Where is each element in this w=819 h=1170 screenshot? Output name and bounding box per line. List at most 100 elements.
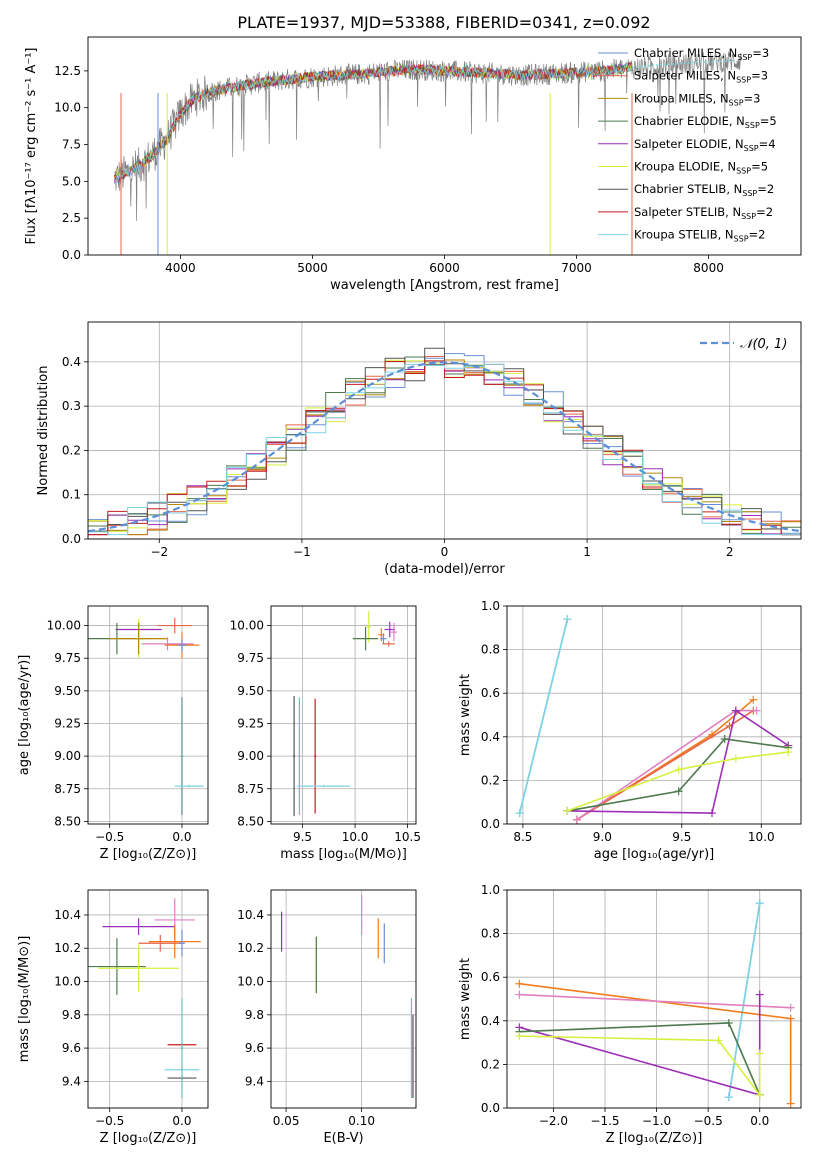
x-axis-label: mass [log₁₀(M/M⊙)] (280, 847, 407, 862)
y-tick-label: 10.0 (54, 975, 81, 989)
x-tick-label: −2.0 (539, 1114, 568, 1128)
y-tick-label: 10.00 (230, 619, 264, 633)
x-tick-label: −1.0 (642, 1114, 671, 1128)
y-tick-label: 0.4 (481, 1014, 500, 1028)
axes-frame (506, 605, 802, 825)
y-axis-label: age [log₁₀(age/yr)] (17, 655, 32, 776)
x-tick-label: −0.5 (95, 830, 124, 844)
y-tick-label: 9.8 (245, 1008, 264, 1022)
y-tick-label: 10.00 (47, 619, 81, 633)
y-tick-label: 9.6 (245, 1041, 264, 1055)
y-tick-label: 9.75 (237, 651, 264, 665)
y-tick-label: 8.75 (54, 782, 81, 796)
axes-mass-vs-Z: −0.5 0.0 9.4 9.6 9.8 10.0 10.2 10.4 Z [log₁₀(Z/Z… (17, 889, 209, 1146)
spectrum-model-line (114, 62, 633, 180)
x-axis-label: (data-model)/error (384, 562, 505, 577)
weight-line (518, 618, 569, 814)
y-tick-label: 9.4 (62, 1074, 81, 1088)
y-tick-label: 0.4 (481, 730, 500, 744)
y-tick-label: 10.4 (237, 908, 264, 922)
weight-line (519, 1035, 761, 1098)
y-tick-label: 9.4 (245, 1074, 264, 1088)
legend-entry: Salpeter STELIB, NSSP=2 (634, 205, 773, 221)
y-tick-label: 0.6 (481, 970, 500, 984)
plot-area (88, 617, 204, 815)
spectrum-model-line (114, 62, 633, 180)
y-tick-label: 0.0 (62, 248, 81, 262)
axes-weight-vs-Z: −2.0 −1.5 −1.0 −0.5 0.0 0.0 0.2 0.4 0.6 0.8 1.0 Z [… (458, 883, 802, 1146)
plot-area (88, 347, 801, 539)
x-tick-label: 8000 (693, 261, 724, 275)
x-tick-label: 10.5 (394, 830, 421, 844)
x-axis-label: wavelength [Angstrom, rest frame] (330, 278, 559, 293)
y-tick-label: 1.0 (481, 599, 500, 613)
y-axis-label: mass [log₁₀(M/M⊙)] (17, 936, 32, 1063)
spectrum-model-line (114, 63, 633, 184)
x-tick-label: 7000 (561, 261, 592, 275)
y-tick-label: 0.4 (62, 355, 81, 369)
y-tick-label: 2.5 (62, 211, 81, 225)
spectrum-model-line (114, 63, 633, 182)
spectrum-model-tail (631, 59, 736, 69)
y-tick-label: 8.50 (237, 814, 264, 828)
y-tick-label: 0.3 (62, 399, 81, 413)
weight-line (576, 709, 754, 821)
x-tick-label: −1.5 (590, 1114, 619, 1128)
y-tick-label: 10.0 (237, 975, 264, 989)
y-tick-label: 1.0 (481, 883, 500, 897)
axes-residuals: −2 −1 0 1 2 0.0 0.1 0.2 0.3 0.4 (data-model)/error… (36, 321, 802, 577)
x-tick-label: 4000 (165, 261, 196, 275)
x-tick-label: 0.05 (273, 1114, 300, 1128)
legend-entry: Chabrier ELODIE, NSSP=5 (634, 114, 777, 130)
y-tick-label: 8.50 (54, 814, 81, 828)
plot-area (515, 615, 793, 824)
x-tick-label: −2 (150, 545, 168, 559)
legend-entry: Kroupa ELODIE, NSSP=5 (634, 160, 768, 176)
y-tick-label: 7.5 (62, 138, 81, 152)
normal-curve (88, 361, 801, 533)
y-axis-label: mass weight (458, 674, 473, 756)
weight-line (567, 751, 789, 812)
legend-entry: Chabrier MILES, NSSP=3 (634, 46, 769, 62)
residual-histogram (88, 363, 801, 539)
y-tick-label: 9.8 (62, 1008, 81, 1022)
x-tick-label: 0 (441, 545, 449, 559)
x-axis-label: Z [log₁₀(Z/Z⊙)] (100, 1131, 197, 1146)
spectrum-model-line (114, 62, 633, 182)
axes-spectrum: 4000 5000 6000 7000 8000 0.0 2.5 5.0 7.5 10.0 12.5… (24, 36, 802, 293)
plot-area (293, 611, 398, 817)
y-tick-label: 9.00 (54, 749, 81, 763)
y-tick-label: 0.6 (481, 686, 500, 700)
y-tick-label: 9.00 (237, 749, 264, 763)
y-tick-label: 9.50 (54, 684, 81, 698)
y-tick-label: 9.25 (54, 716, 81, 730)
y-axis-label: Flux [fλ10⁻¹⁷ erg cm⁻² s⁻¹ A⁻¹] (24, 48, 39, 245)
y-tick-label: 10.0 (54, 101, 81, 115)
x-tick-label: 10.0 (748, 830, 775, 844)
y-tick-label: 0.8 (481, 927, 500, 941)
spectrum-legend: Chabrier MILES, NSSP=3 Salpeter MILES, NS… (598, 46, 777, 244)
axes-root: 4000 5000 6000 7000 80000.02.55.07.510.012.5… (17, 36, 802, 1146)
y-tick-label: 0.2 (481, 773, 500, 787)
spectrum-model-line (114, 63, 633, 180)
figure-title: PLATE=1937, MJD=53388, FIBERID=0341, z=0… (237, 13, 650, 32)
x-axis-label: Z [log₁₀(Z/Z⊙)] (606, 1131, 703, 1146)
x-tick-label: 6000 (429, 261, 460, 275)
axes-mass-vs-EBV: 0.05 0.10 9.4 9.6 9.8 10.0 10.2 10.4 E(B-V) (237, 889, 417, 1146)
y-tick-label: 10.2 (54, 941, 81, 955)
weight-line (567, 709, 789, 814)
y-tick-label: 0.0 (62, 532, 81, 546)
x-tick-label: −0.5 (95, 1114, 124, 1128)
axes-age-vs-mass: 9.5 10.0 10.5 8.50 8.75 9.00 9.25 9.50 9.75 10.00… (230, 605, 421, 862)
x-tick-label: 9.5 (293, 830, 312, 844)
axes-weight-vs-age: 8.5 9.0 9.5 10.0 0.0 0.2 0.4 0.6 0.8 1.0 age [log₁… (458, 599, 802, 862)
y-tick-label: 12.5 (54, 64, 81, 78)
plot-area (88, 898, 201, 1099)
x-tick-label: 9.0 (593, 830, 612, 844)
y-tick-label: 0.2 (62, 443, 81, 457)
y-tick-label: 0.8 (481, 643, 500, 657)
legend-entry: Kroupa MILES, NSSP=3 (634, 91, 760, 107)
x-tick-label: −0.5 (694, 1114, 723, 1128)
legend-entry: 𝒩(0, 1) (740, 337, 787, 352)
